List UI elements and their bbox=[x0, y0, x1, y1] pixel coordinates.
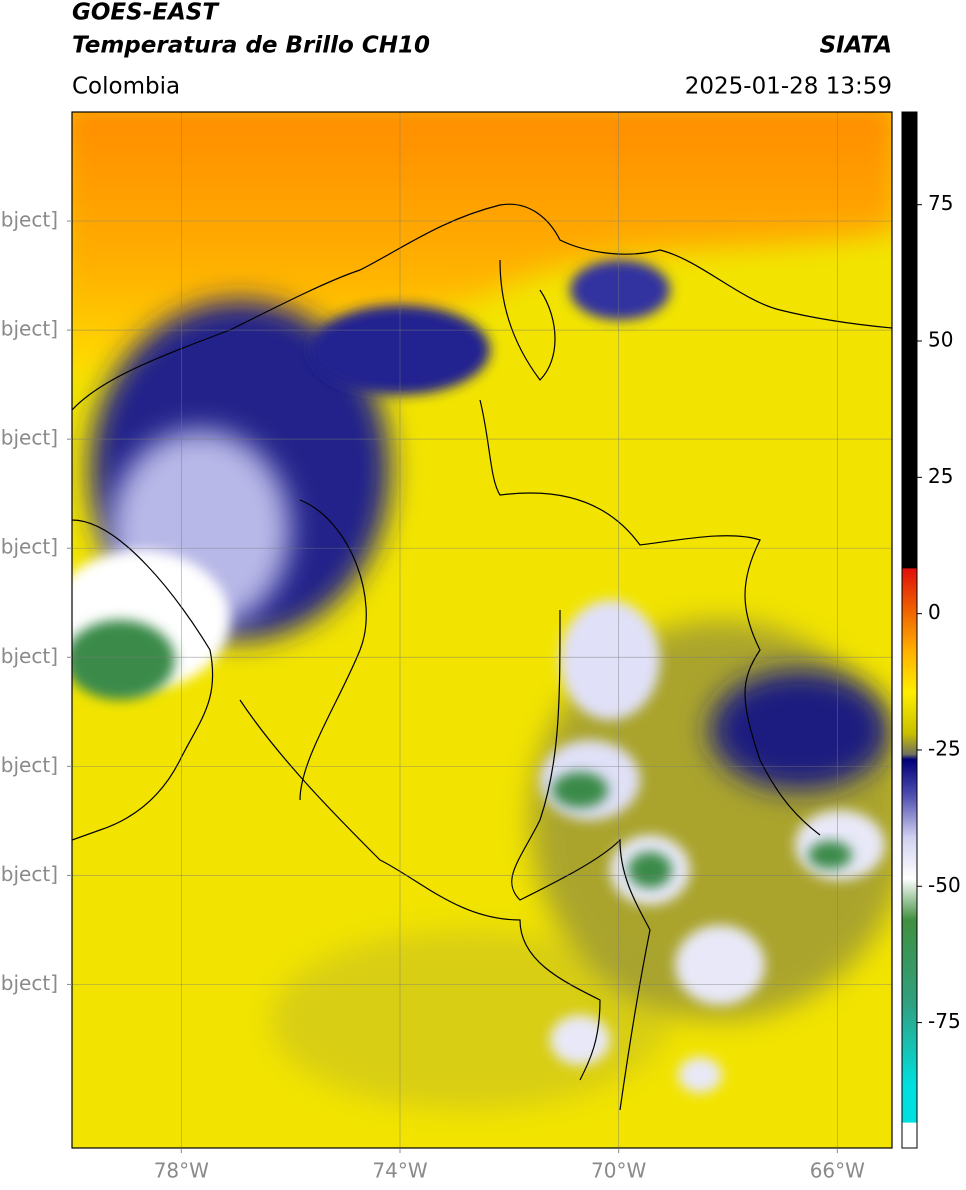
map-image bbox=[72, 112, 892, 1148]
y-tick-label: [object Object] bbox=[0, 644, 58, 668]
x-tick-label: 66°W bbox=[810, 1159, 865, 1183]
region: Colombia bbox=[72, 74, 180, 100]
cloud bbox=[550, 1015, 610, 1065]
y-tick-label: [object Object] bbox=[0, 862, 58, 886]
x-tick-label: 74°W bbox=[372, 1159, 427, 1183]
colorbar bbox=[901, 111, 918, 1149]
map-frame bbox=[71, 111, 893, 1149]
border bbox=[499, 259, 556, 381]
border bbox=[299, 499, 367, 801]
colorbar-tick-label: 25 bbox=[928, 464, 953, 488]
colorbar-tick-label: 50 bbox=[928, 328, 953, 352]
cloud bbox=[628, 852, 672, 888]
cloud bbox=[570, 260, 670, 320]
x-tick-label: 78°W bbox=[154, 1159, 209, 1183]
border bbox=[479, 399, 821, 836]
colorbar-tick-label: -25 bbox=[928, 736, 961, 760]
y-tick-label: [object Object] bbox=[0, 426, 58, 450]
border bbox=[239, 699, 601, 1081]
subtitle: Temperatura de Brillo CH10 bbox=[72, 33, 430, 59]
cloud bbox=[710, 670, 890, 790]
colorbar-tick-label: 0 bbox=[928, 600, 941, 624]
source: SIATA bbox=[820, 33, 892, 59]
y-tick-label: [object Object] bbox=[0, 535, 58, 559]
y-tick-label: [object Object] bbox=[0, 971, 58, 995]
y-tick-label: [object Object] bbox=[0, 208, 58, 232]
title: GOES-EAST bbox=[72, 0, 220, 26]
cloud bbox=[808, 841, 852, 869]
cloud bbox=[675, 925, 765, 1005]
datetime: 2025-01-28 13:59 bbox=[685, 74, 892, 100]
x-tick-label: 70°W bbox=[591, 1159, 646, 1183]
colorbar-tick-label: 75 bbox=[928, 191, 953, 215]
cloud bbox=[552, 772, 608, 808]
cloud bbox=[72, 620, 175, 700]
cloud bbox=[270, 930, 670, 1110]
colorbar-tick-label: -50 bbox=[928, 873, 961, 897]
cloud bbox=[678, 1057, 722, 1093]
grid-layer bbox=[72, 112, 892, 1148]
cloud bbox=[560, 600, 660, 720]
borders bbox=[72, 203, 892, 1111]
y-tick-label: [object Object] bbox=[0, 317, 58, 341]
y-tick-label: [object Object] bbox=[0, 753, 58, 777]
coastline bbox=[72, 519, 214, 841]
colorbar-tick-label: -75 bbox=[928, 1009, 961, 1033]
